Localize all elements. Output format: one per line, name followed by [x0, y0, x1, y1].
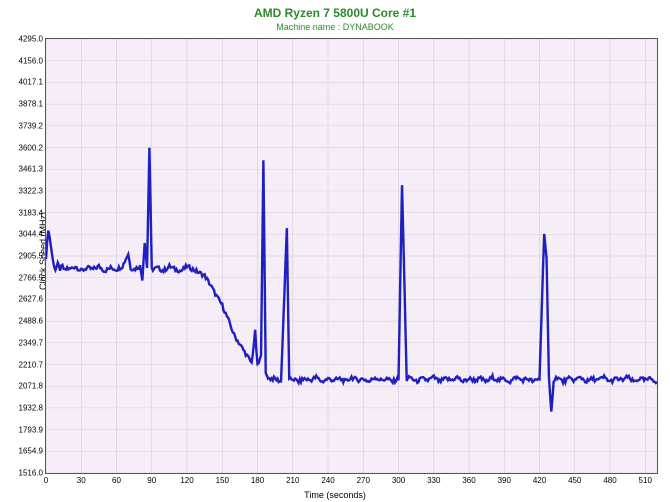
chart-svg — [46, 39, 657, 473]
x-tick-label: 270 — [357, 473, 370, 485]
x-tick-label: 210 — [286, 473, 299, 485]
y-tick-label: 2766.5 — [19, 273, 46, 282]
y-tick-label: 3739.2 — [19, 121, 46, 130]
x-tick-label: 60 — [112, 473, 121, 485]
y-tick-label: 1932.8 — [19, 403, 46, 412]
x-tick-label: 390 — [498, 473, 511, 485]
x-tick-label: 180 — [251, 473, 264, 485]
y-tick-label: 3600.2 — [19, 143, 46, 152]
x-axis-label: Time (seconds) — [304, 490, 366, 500]
y-tick-label: 3461.3 — [19, 165, 46, 174]
chart-title: AMD Ryzen 7 5800U Core #1 — [0, 0, 670, 20]
x-tick-label: 0 — [44, 473, 48, 485]
chart-container: AMD Ryzen 7 5800U Core #1 Machine name :… — [0, 0, 670, 502]
y-tick-label: 4156.0 — [19, 56, 46, 65]
x-tick-label: 240 — [321, 473, 334, 485]
chart-subtitle: Machine name : DYNABOOK — [0, 20, 670, 32]
y-tick-label: 2349.7 — [19, 338, 46, 347]
x-tick-label: 450 — [568, 473, 581, 485]
y-tick-label: 1793.9 — [19, 425, 46, 434]
x-tick-label: 510 — [639, 473, 652, 485]
x-tick-label: 420 — [533, 473, 546, 485]
y-tick-label: 2210.7 — [19, 360, 46, 369]
y-tick-label: 3322.3 — [19, 186, 46, 195]
x-tick-label: 120 — [180, 473, 193, 485]
y-tick-label: 1516.0 — [19, 469, 46, 478]
y-tick-label: 3878.1 — [19, 100, 46, 109]
x-tick-label: 300 — [392, 473, 405, 485]
x-tick-label: 90 — [147, 473, 156, 485]
y-tick-label: 1654.9 — [19, 447, 46, 456]
y-tick-label: 3183.4 — [19, 208, 46, 217]
x-tick-label: 480 — [603, 473, 616, 485]
plot-area: 1516.01654.91793.91932.82071.82210.72349… — [45, 38, 658, 474]
y-tick-label: 4017.1 — [19, 78, 46, 87]
x-tick-label: 150 — [216, 473, 229, 485]
y-tick-label: 2488.6 — [19, 317, 46, 326]
x-tick-label: 330 — [427, 473, 440, 485]
y-tick-label: 2071.8 — [19, 382, 46, 391]
y-tick-label: 3044.4 — [19, 230, 46, 239]
x-tick-label: 30 — [77, 473, 86, 485]
y-tick-label: 2627.6 — [19, 295, 46, 304]
x-tick-label: 360 — [462, 473, 475, 485]
y-tick-label: 2905.5 — [19, 252, 46, 261]
y-tick-label: 4295.0 — [19, 35, 46, 44]
